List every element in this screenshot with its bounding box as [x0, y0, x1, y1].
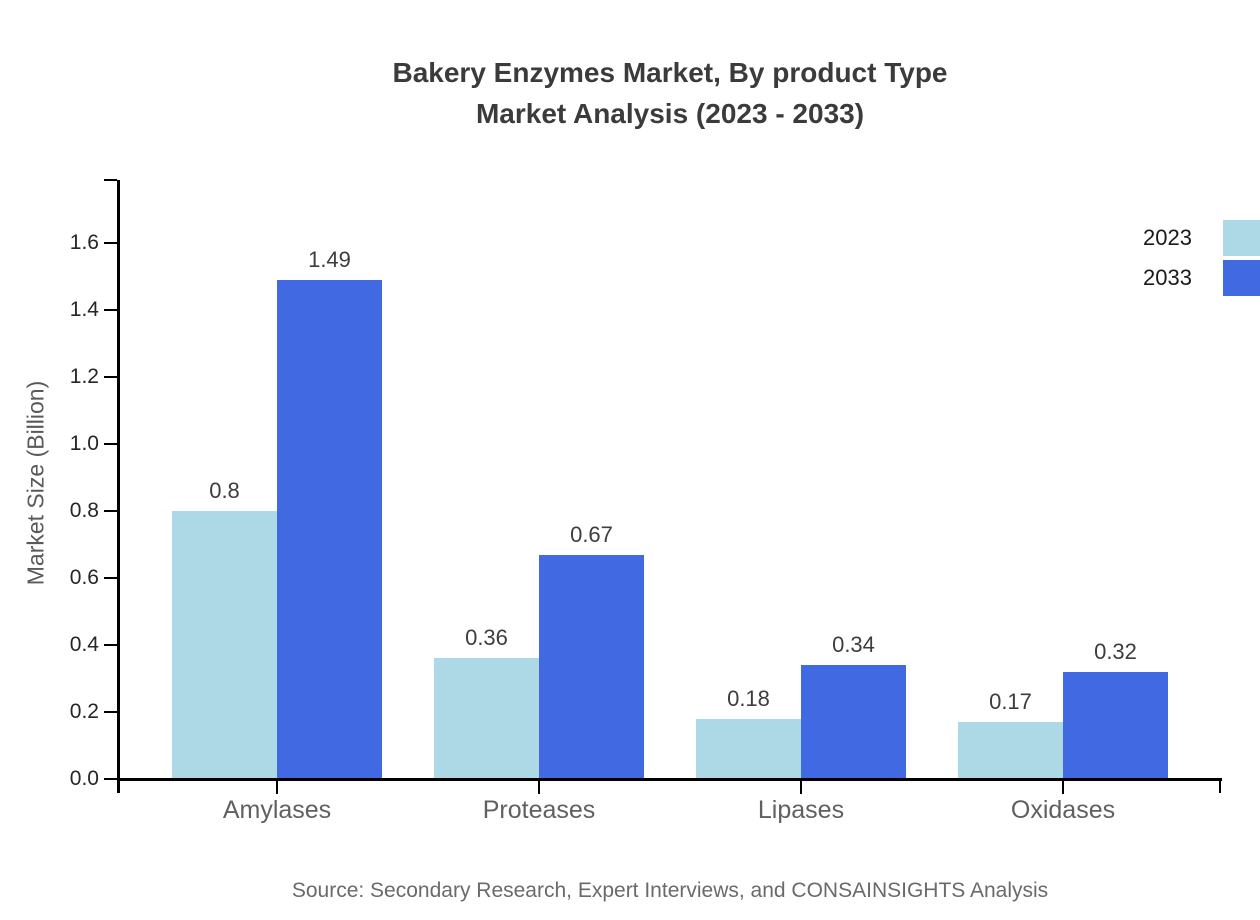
- chart-title: Bakery Enzymes Market, By product Type M…: [80, 52, 1260, 134]
- legend-label-2023: 2023: [1143, 225, 1192, 250]
- y-tick-mark: [104, 711, 117, 713]
- bar-lipases-2023: [696, 719, 801, 779]
- y-tick-label: 1.4: [69, 298, 99, 321]
- x-tick-mark: [538, 781, 540, 794]
- y-tick-label: 1.0: [69, 432, 99, 455]
- y-tick-mark: [104, 644, 117, 646]
- bar-oxidases-2033: [1063, 672, 1168, 779]
- x-tick-mark: [1062, 781, 1064, 794]
- y-tick-mark: [104, 376, 117, 378]
- y-tick-label: 1.6: [69, 231, 99, 254]
- source-note: Source: Secondary Research, Expert Inter…: [291, 879, 1049, 902]
- x-category-label-lipases: Lipases: [757, 796, 845, 824]
- value-label-lipases-2023: 0.18: [727, 686, 770, 711]
- value-label-oxidases-2023: 0.17: [989, 689, 1032, 714]
- x-axis-spine: [117, 778, 1222, 781]
- x-axis-end-tick: [1219, 781, 1221, 793]
- value-label-amylases-2033: 1.49: [308, 247, 351, 272]
- y-tick-mark: [104, 778, 117, 780]
- bar-oxidases-2023: [958, 722, 1063, 779]
- legend-swatch-2033: [1223, 260, 1260, 296]
- x-tick-mark: [276, 781, 278, 794]
- y-tick-label: 0.6: [69, 566, 99, 589]
- bar-amylases-2023: [172, 511, 277, 779]
- y-axis-end-tick: [104, 179, 117, 181]
- bar-proteases-2033: [539, 555, 644, 779]
- y-tick-label: 0.4: [69, 633, 99, 656]
- y-tick-mark: [104, 577, 117, 579]
- bar-amylases-2033: [277, 280, 382, 779]
- value-label-proteases-2033: 0.67: [570, 522, 613, 547]
- value-label-oxidases-2033: 0.32: [1094, 639, 1137, 664]
- x-category-label-amylases: Amylases: [222, 796, 332, 824]
- y-tick-mark: [104, 510, 117, 512]
- y-tick-label: 0.2: [69, 700, 99, 723]
- bar-proteases-2023: [434, 658, 539, 779]
- y-tick-label: 1.2: [69, 365, 99, 388]
- y-tick-label: 0.0: [69, 767, 99, 790]
- chart-title-line1: Bakery Enzymes Market, By product Type: [392, 57, 948, 88]
- x-category-label-oxidases: Oxidases: [1010, 796, 1116, 824]
- value-label-amylases-2023: 0.8: [209, 478, 240, 503]
- legend-label-2033: 2033: [1143, 265, 1192, 290]
- y-axis-spine: [117, 180, 120, 793]
- legend-swatch-2023: [1223, 220, 1260, 256]
- value-label-lipases-2033: 0.34: [832, 632, 875, 657]
- x-tick-mark: [800, 781, 802, 794]
- y-tick-label: 0.8: [69, 499, 99, 522]
- chart-title-line2: Market Analysis (2023 - 2033): [475, 98, 865, 129]
- y-axis-label: Market Size (Billion): [22, 380, 49, 586]
- bar-lipases-2033: [801, 665, 906, 779]
- y-tick-mark: [104, 443, 117, 445]
- y-tick-mark: [104, 309, 117, 311]
- x-category-label-proteases: Proteases: [482, 796, 596, 824]
- value-label-proteases-2023: 0.36: [465, 625, 508, 650]
- y-tick-mark: [104, 242, 117, 244]
